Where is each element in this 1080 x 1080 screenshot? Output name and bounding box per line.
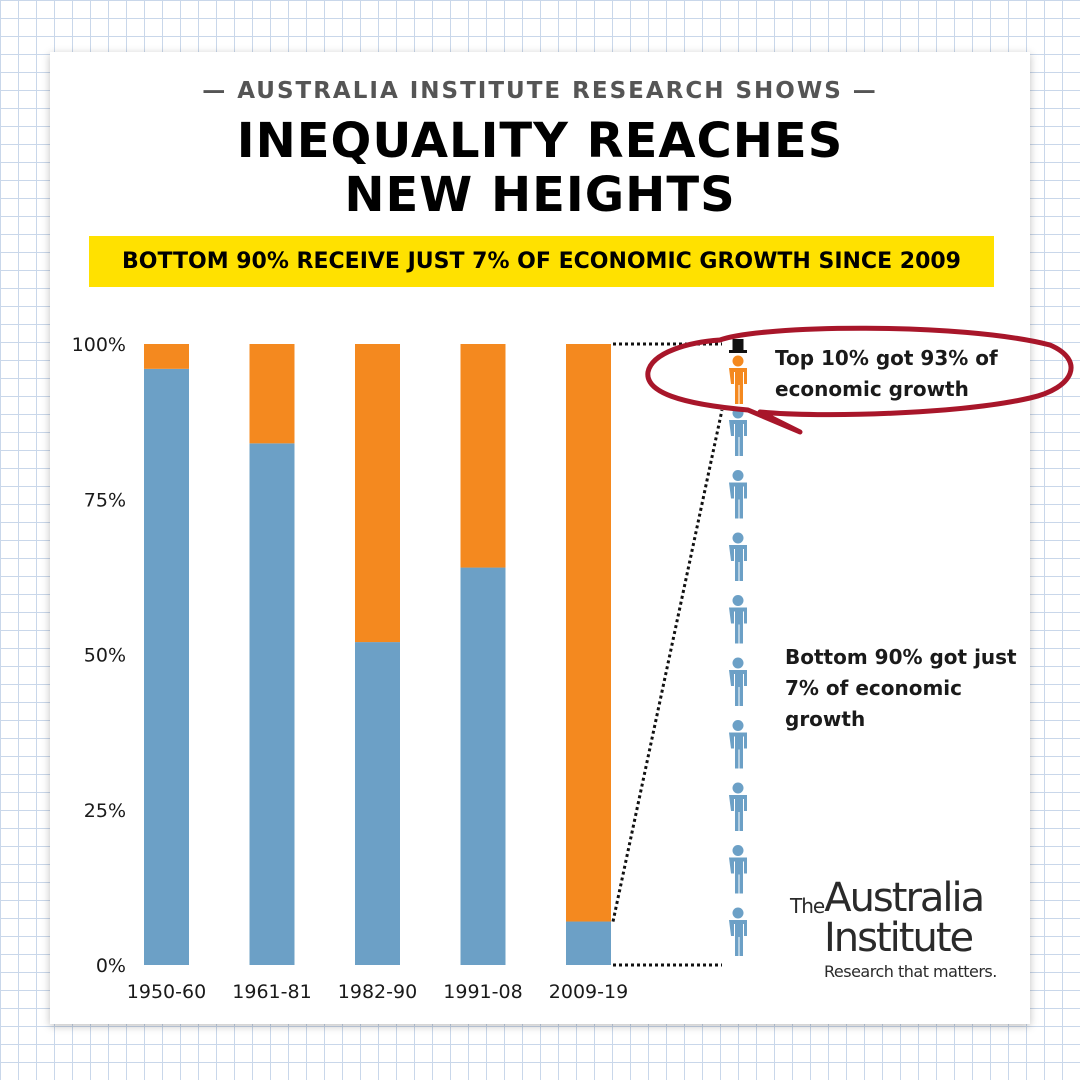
callout-ring [645, 325, 1074, 435]
person-body [729, 857, 747, 894]
y-tick-label: 0% [96, 955, 126, 977]
person-body [729, 545, 747, 581]
person-body [729, 795, 747, 831]
person-icon [729, 532, 747, 581]
bar-bottom-90-1961-81 [249, 443, 295, 965]
person-body [729, 670, 747, 706]
y-tick-label: 100% [72, 334, 126, 356]
bar-top-10-2009-19 [566, 344, 611, 922]
title-line-2: NEW HEIGHTS [344, 167, 736, 223]
x-tick-label: 1961-81 [232, 981, 311, 1003]
person-icon [729, 720, 747, 769]
person-head [732, 720, 744, 731]
top-10-callout: Top 10% got 93% of economic growth [775, 346, 998, 401]
person-head [732, 355, 744, 367]
bars [144, 344, 611, 966]
person-head [732, 782, 744, 794]
person-body [729, 420, 747, 456]
bar-bottom-90-2009-19 [566, 921, 611, 965]
title-line-1: INEQUALITY REACHES [236, 113, 844, 169]
callout-ring-outline [645, 325, 1074, 435]
y-tick-label: 50% [84, 645, 126, 667]
connector-split [611, 409, 724, 922]
person-body [729, 482, 747, 519]
person-head [732, 845, 744, 856]
person-body [729, 607, 747, 644]
x-tick-label: 1991-08 [443, 981, 522, 1003]
connector-lines [611, 342, 724, 967]
page-title: INEQUALITY REACHES NEW HEIGHTS [0, 114, 1080, 222]
logo-wordmark-line-1: TheAustralia [790, 878, 1020, 918]
bar-top-10-1961-81 [249, 344, 295, 444]
bar-top-10-1991-08 [460, 344, 506, 568]
person-icon [729, 907, 747, 956]
person-head [732, 470, 744, 481]
person-head [732, 657, 744, 669]
bar-bottom-90-1982-90 [355, 642, 400, 965]
person-icon [729, 845, 747, 894]
logo-tagline: Research that matters. [824, 962, 997, 981]
person-body [729, 732, 747, 769]
y-tick-label: 75% [84, 489, 126, 511]
headline-banner: BOTTOM 90% RECEIVE JUST 7% OF ECONOMIC G… [89, 236, 994, 287]
australia-institute-logo: TheAustralia Institute Research that mat… [790, 878, 1020, 981]
x-tick-label: 1950-60 [127, 981, 206, 1003]
logo-institute: Institute [824, 915, 974, 961]
top-hat-crown [732, 339, 744, 351]
bar-top-10-1950-60 [144, 344, 189, 369]
people-column [729, 339, 747, 956]
person-icon [729, 595, 747, 644]
x-tick-label: 2009-19 [549, 981, 628, 1003]
person-icon [729, 407, 747, 456]
bar-bottom-90-1991-08 [460, 567, 506, 965]
x-tick-label: 1982-90 [338, 981, 417, 1003]
x-axis: 1950-60 1961-81 1982-90 1991-08 2009-19 [127, 981, 628, 1003]
person-icon [729, 657, 747, 706]
bar-top-10-1982-90 [355, 344, 400, 643]
logo-australia: Australia [824, 875, 985, 921]
person-head [732, 532, 744, 544]
bottom-90-callout: Bottom 90% got just 7% of economic growt… [785, 645, 1017, 731]
logo-the: The [790, 894, 825, 918]
person-body [729, 368, 747, 404]
y-tick-label: 25% [84, 800, 126, 822]
person-head [732, 595, 744, 606]
kicker: — AUSTRALIA INSTITUTE RESEARCH SHOWS — [202, 78, 878, 104]
content-card [50, 52, 1030, 1024]
y-axis: 0% 25% 50% 75% 100% [72, 334, 126, 977]
person-body [729, 920, 747, 956]
person-icon [729, 470, 747, 519]
top-hat-brim [729, 350, 747, 353]
bar-bottom-90-1950-60 [144, 368, 189, 966]
person-icon [729, 782, 747, 831]
person-with-top-hat-icon [729, 339, 747, 404]
person-head [732, 907, 744, 919]
